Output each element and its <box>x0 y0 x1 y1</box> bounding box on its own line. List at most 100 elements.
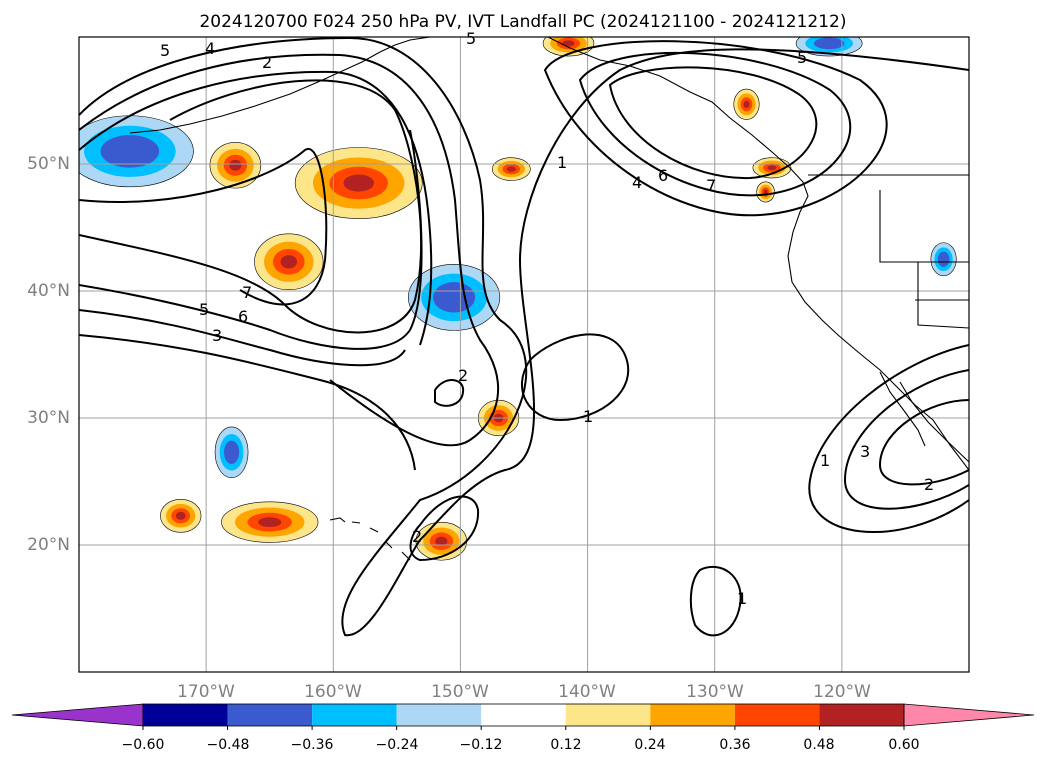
lon-tick-label: 170°W <box>177 682 235 702</box>
positive-pv-anomaly <box>258 517 282 528</box>
colorbar-bin <box>650 704 735 726</box>
figure-title: 2024120700 F024 250 hPa PV, IVT Landfall… <box>199 12 846 32</box>
contour-label: 2 <box>262 53 272 72</box>
lon-tick-label: 150°W <box>431 682 489 702</box>
contour-label: 6 <box>238 307 248 326</box>
colorbar-tick-label: 0.24 <box>634 737 665 753</box>
positive-pv-anomaly <box>506 166 516 172</box>
contour-label: 3 <box>212 326 222 345</box>
contour-7 <box>79 309 406 367</box>
colorbar-bin <box>819 704 904 726</box>
positive-pv-anomaly <box>175 511 186 520</box>
colorbar-tick-label: −0.60 <box>122 737 165 753</box>
positive-pv-anomaly <box>767 165 777 171</box>
contour-label: 1 <box>557 153 567 172</box>
pv-anomaly-shading <box>79 37 957 561</box>
latitude-tick-labels: 50°N 40°N 30°N 20°N <box>27 154 70 555</box>
alaska-aleutian-coastline <box>129 37 431 134</box>
colorbar-tick-label: −0.36 <box>291 737 334 753</box>
positive-pv-anomaly <box>562 40 575 47</box>
contour-4 <box>79 147 328 306</box>
east-pacific-closed-contour <box>520 333 630 422</box>
contour-label: 2 <box>924 475 934 494</box>
contour-label: 5 <box>199 300 209 319</box>
negative-pv-anomaly <box>100 134 160 168</box>
lon-tick-label: 140°W <box>558 682 616 702</box>
colorbar-tick-label: −0.24 <box>376 737 419 753</box>
contour-label: 6 <box>658 166 668 185</box>
contour-label: 4 <box>632 173 642 192</box>
contour-label: 7 <box>242 283 252 302</box>
canada-us-border-west <box>879 190 969 263</box>
contour-label: 2 <box>412 527 422 546</box>
contour-label: 1 <box>820 451 830 470</box>
map-frame <box>78 36 970 673</box>
contour-label: 4 <box>205 39 215 58</box>
positive-pv-anomaly <box>229 159 242 171</box>
lat-tick-label: 30°N <box>27 408 70 428</box>
colorbar-bin <box>143 704 228 726</box>
colorbar-bin <box>734 704 820 726</box>
colorbar-bin <box>565 704 651 726</box>
colorbar-extend-min <box>11 703 144 727</box>
contour-label: 7 <box>706 176 716 195</box>
negative-pv-anomaly <box>813 37 845 50</box>
longitude-tick-labels: 170°W 160°W 150°W 140°W 130°W 120°W <box>177 682 871 702</box>
mexico-low-contour-mid <box>843 369 969 510</box>
colorbar-tick-label: 0.60 <box>888 737 919 753</box>
colorbar-bin <box>227 704 313 726</box>
pv-contours <box>79 37 969 637</box>
gulf-of-california-coastline <box>899 381 969 463</box>
colorbar-extend-max <box>903 703 1035 727</box>
contour-8 <box>79 334 416 471</box>
positive-pv-anomaly <box>435 536 448 546</box>
nevada-state-border <box>917 262 969 329</box>
colorbar-bin <box>481 704 566 726</box>
colorbar-bin <box>312 704 397 726</box>
contour-2 <box>79 53 500 447</box>
contour-label: 1 <box>583 407 593 426</box>
negative-pv-anomaly <box>223 440 240 464</box>
coastlines <box>129 37 969 561</box>
contour-6 <box>79 129 423 350</box>
positive-pv-anomaly <box>343 174 374 192</box>
colorbar-tick-label: −0.12 <box>460 737 503 753</box>
subtropical-closed-contour <box>689 565 742 637</box>
mexico-low-contour-outer <box>808 344 969 534</box>
contour-label: 5 <box>797 48 807 67</box>
lon-tick-label: 130°W <box>686 682 744 702</box>
contour-label: 2 <box>458 366 468 385</box>
positive-pv-anomaly <box>280 255 298 269</box>
lon-tick-label: 120°W <box>813 682 871 702</box>
north-america-coastline <box>547 37 969 471</box>
colorbar-bin <box>396 704 482 726</box>
mexico-low-contour-inner <box>878 399 969 486</box>
contour-labels: 5 4 2 5 1 4 6 7 5 7 5 6 3 2 1 1 3 2 2 1 <box>160 29 934 608</box>
colorbar-outline <box>142 703 905 727</box>
alaska-high-contour-outer <box>543 40 888 217</box>
baja-california-coastline <box>879 371 926 447</box>
colorbar-tick-label: 0.12 <box>550 737 581 753</box>
hawaii-islands <box>329 517 411 561</box>
contour-label: 5 <box>466 29 476 48</box>
contour-5 <box>79 79 423 334</box>
positive-pv-anomaly <box>743 100 750 108</box>
negative-pv-anomaly <box>937 251 950 267</box>
small-closed-contour <box>434 379 465 407</box>
lat-tick-label: 40°N <box>27 281 70 301</box>
hawaii-contour <box>409 495 480 562</box>
colorbar-tick-label: 0.36 <box>719 737 750 753</box>
alaska-high-contour-mid <box>578 51 852 197</box>
lon-tick-label: 160°W <box>304 682 362 702</box>
colorbar-tick-label: −0.48 <box>207 737 250 753</box>
colorbar-tick-label: 0.48 <box>803 737 834 753</box>
alaska-high-contour-inner <box>608 66 818 180</box>
contour-label: 1 <box>737 589 747 608</box>
colorbar <box>11 703 1035 730</box>
lat-tick-label: 20°N <box>27 535 70 555</box>
colorbar-tick-labels: −0.60 −0.48 −0.36 −0.24 −0.12 0.12 0.24 … <box>122 737 920 753</box>
contour-label: 3 <box>860 442 870 461</box>
positive-pv-anomaly <box>763 189 768 195</box>
contour-3 <box>79 70 433 346</box>
